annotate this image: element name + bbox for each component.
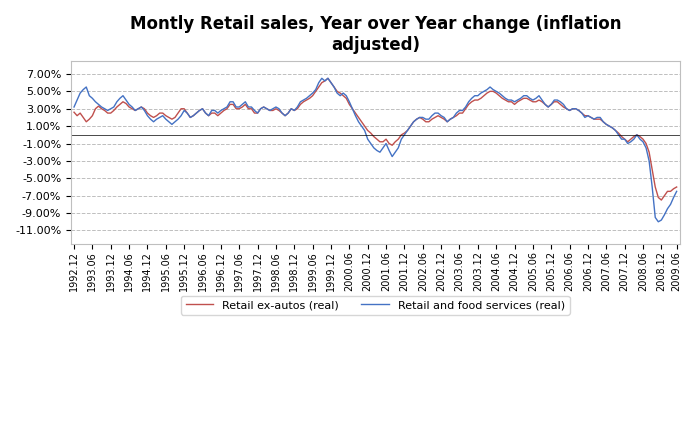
Retail and food services (real) <box>673 189 681 194</box>
Line: Retail and food services (real): Retail and food services (real) <box>74 78 677 222</box>
Retail ex-autos (real) <box>113 104 121 109</box>
Legend: Retail ex-autos (real), Retail and food services (real): Retail ex-autos (real), Retail and food … <box>181 296 569 315</box>
Retail and food services (real) <box>599 119 607 124</box>
Retail ex-autos (real) <box>599 119 607 124</box>
Retail and food services (real) <box>113 99 121 104</box>
Retail and food services (real) <box>318 76 326 81</box>
Retail ex-autos (real) <box>70 110 78 115</box>
Retail ex-autos (real) <box>452 113 461 118</box>
Retail ex-autos (real) <box>673 184 681 190</box>
Retail ex-autos (real) <box>657 198 666 203</box>
Retail ex-autos (real) <box>523 96 531 101</box>
Retail and food services (real) <box>654 219 662 224</box>
Retail ex-autos (real) <box>323 76 332 81</box>
Retail ex-autos (real) <box>633 132 641 137</box>
Title: Montly Retail sales, Year over Year change (inflation
adjusted): Montly Retail sales, Year over Year chan… <box>130 15 621 54</box>
Retail and food services (real) <box>149 119 158 124</box>
Retail ex-autos (real) <box>149 115 158 120</box>
Retail and food services (real) <box>523 93 531 98</box>
Retail and food services (real) <box>633 132 641 137</box>
Retail and food services (real) <box>452 111 461 116</box>
Line: Retail ex-autos (real): Retail ex-autos (real) <box>74 78 677 200</box>
Retail and food services (real) <box>70 104 78 109</box>
